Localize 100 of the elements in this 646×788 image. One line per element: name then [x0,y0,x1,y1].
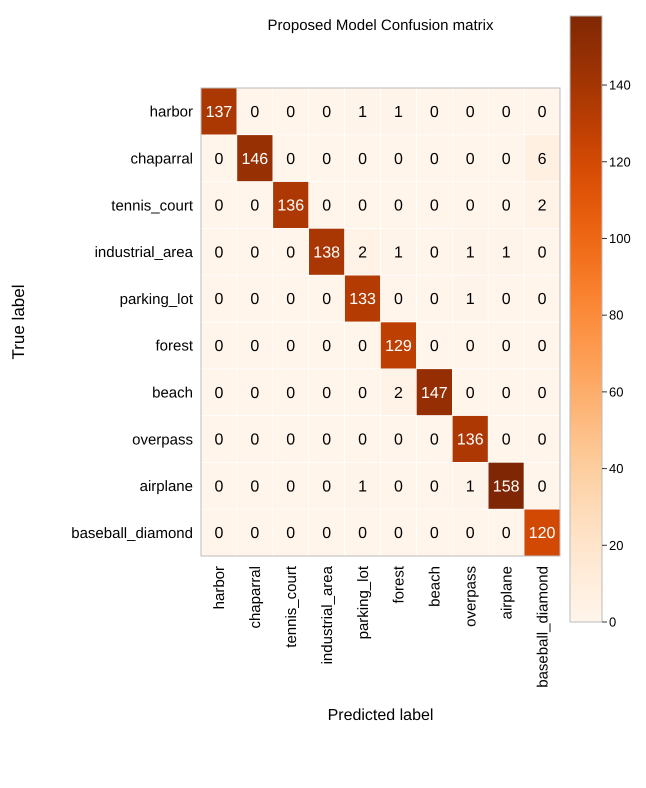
data-label: 0 [394,150,403,168]
y-tick-label: baseball_diamond [71,524,193,542]
chart-title: Proposed Model Confusion matrix [268,17,494,34]
data-label: 0 [214,291,224,308]
data-label: 0 [322,384,332,402]
data-label: 0 [466,198,475,215]
data-label: 0 [502,291,511,308]
data-label: 0 [538,104,547,121]
color-bar-label: 20 [609,538,624,553]
data-label: 0 [214,525,224,542]
data-label: 0 [250,478,260,496]
color-bar-label: 100 [609,231,631,246]
color-bar-label: 0 [609,614,616,630]
y-tick-label: tennis_court [111,197,194,214]
data-label: 0 [502,198,511,215]
data-label: 129 [385,338,412,355]
data-label: 0 [466,338,475,355]
data-label: 0 [394,478,403,496]
data-label: 0 [394,525,403,542]
data-label: 133 [349,291,376,308]
data-label: 0 [538,478,547,496]
data-label: 0 [322,104,332,121]
y-tick-label: forest [155,338,194,355]
data-label: 6 [538,150,547,168]
x-tick-label: parking_lot [354,565,372,640]
y-tick-label: industrial_area [94,244,194,262]
data-label: 0 [502,150,511,168]
data-label: 0 [430,150,439,168]
data-label: 0 [322,198,332,215]
data-label: 0 [538,291,547,308]
data-label: 0 [286,150,296,168]
data-label: 1 [358,104,368,121]
data-label: 1 [394,104,403,121]
y-axis-title: True label [9,284,28,360]
data-label: 0 [358,198,368,215]
data-label: 2 [394,384,403,402]
data-label: 2 [538,198,547,215]
data-label: 0 [214,244,224,262]
x-axis-title: Predicted label [328,707,434,724]
color-bar-label: 60 [609,384,624,400]
data-label: 0 [286,104,296,121]
x-tick-label: beach [426,566,444,607]
y-tick-label: chaparral [130,150,193,168]
data-label: 0 [250,198,260,215]
x-tick-label: chaparral [247,566,264,629]
x-tick-label: forest [390,565,408,604]
color-bar-label: 80 [609,308,624,323]
data-label: 0 [286,478,296,496]
data-label: 137 [206,104,232,121]
data-label: 0 [502,338,511,355]
color-bar-label: 40 [609,461,624,476]
data-label: 0 [502,384,511,402]
data-label: 0 [358,525,368,542]
data-label: 0 [250,384,260,402]
data-label: 0 [466,150,475,168]
data-label: 0 [322,291,332,308]
data-label: 1 [466,244,475,262]
y-tick-label: overpass [132,431,193,448]
data-label: 2 [358,244,368,262]
data-label: 0 [358,432,368,449]
data-label: 0 [286,432,296,449]
data-label: 0 [466,104,475,121]
data-label: 0 [430,291,439,308]
data-label: 0 [430,338,439,355]
data-label: 0 [250,432,260,449]
data-label: 0 [502,432,511,449]
data-label: 0 [250,104,260,121]
data-label: 0 [250,291,260,308]
x-tick-label: overpass [462,566,480,627]
data-label: 138 [313,244,340,262]
data-label: 0 [250,338,260,355]
data-label: 146 [242,150,268,168]
x-tick-label: airplane [498,566,516,620]
data-label: 0 [430,244,439,262]
data-label: 0 [322,150,332,168]
data-label: 0 [502,525,511,542]
data-label: 0 [430,478,439,496]
data-label: 1 [394,244,403,262]
data-label: 1 [358,478,368,496]
data-label: 0 [322,338,332,355]
data-label: 0 [430,525,439,542]
data-label: 0 [286,338,296,355]
data-label: 0 [286,525,296,542]
data-label: 120 [528,525,556,542]
data-label: 0 [286,244,296,262]
data-label: 0 [358,150,368,168]
data-label: 0 [538,384,547,402]
data-label: 0 [358,384,368,402]
y-tick-label: airplane [140,478,193,496]
data-label: 0 [286,384,296,402]
data-label: 0 [394,291,403,308]
data-label: 136 [277,198,304,215]
data-label: 0 [214,478,224,496]
x-tick-label: tennis_court [283,565,300,648]
y-tick-label: harbor [150,104,194,121]
data-label: 0 [322,525,332,542]
data-label: 1 [466,478,475,496]
data-label: 0 [538,244,547,262]
data-label: 1 [466,291,475,308]
data-label: 0 [214,198,224,215]
